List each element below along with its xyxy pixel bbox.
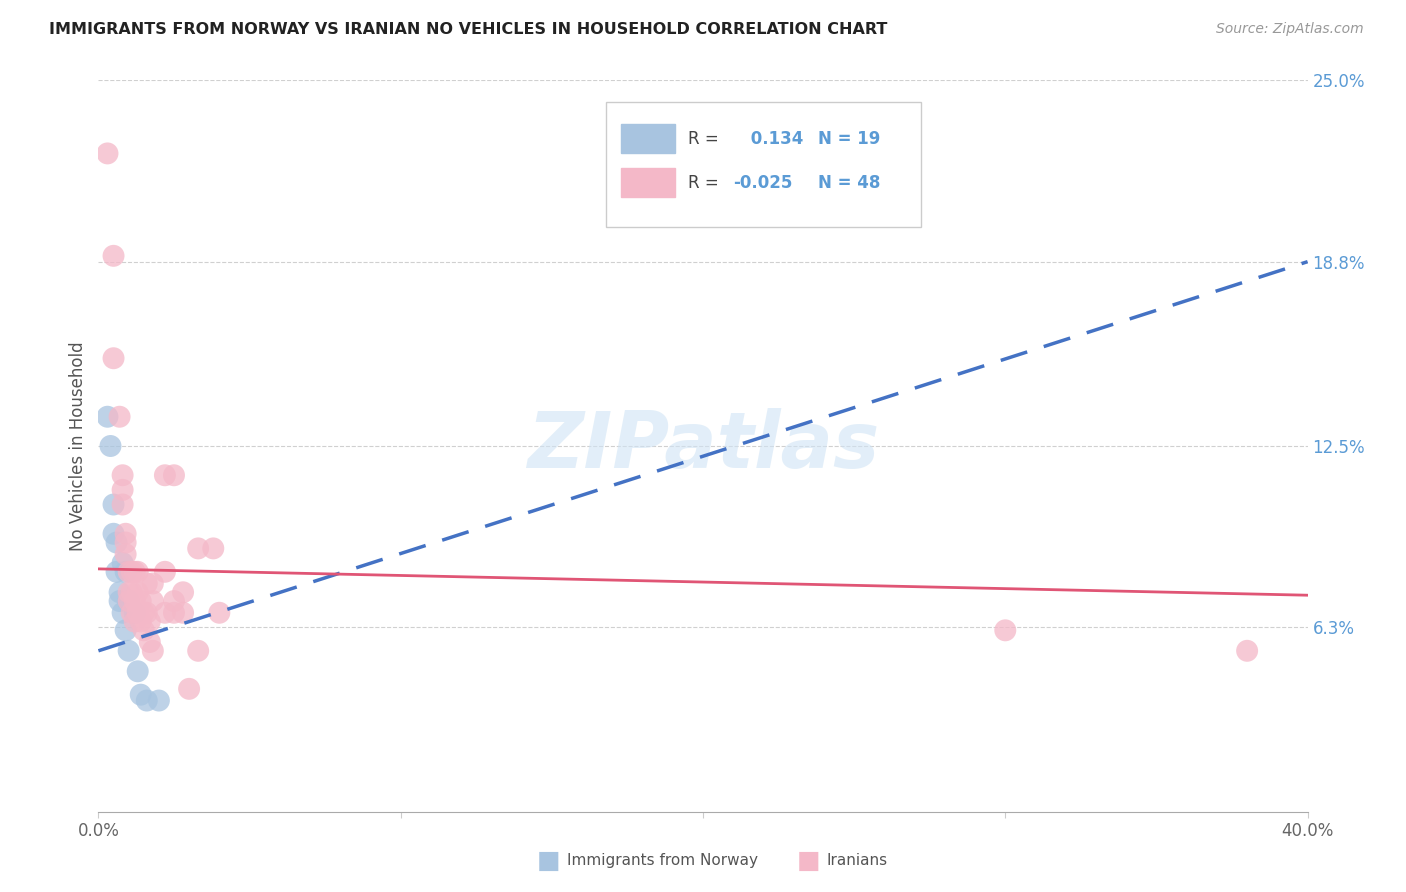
Point bbox=[114, 535, 136, 549]
Point bbox=[994, 624, 1017, 638]
Point bbox=[153, 606, 176, 620]
Bar bbox=[621, 124, 675, 153]
Text: N = 19: N = 19 bbox=[818, 130, 880, 148]
Point bbox=[135, 606, 157, 620]
Point bbox=[142, 644, 165, 658]
Point bbox=[124, 606, 146, 620]
Point bbox=[202, 541, 225, 556]
Point bbox=[96, 409, 118, 424]
Point bbox=[127, 585, 149, 599]
Point bbox=[118, 565, 141, 579]
Point bbox=[127, 606, 149, 620]
Point bbox=[111, 498, 134, 512]
Point bbox=[139, 635, 162, 649]
Point bbox=[103, 526, 125, 541]
Point bbox=[121, 606, 143, 620]
Point bbox=[118, 644, 141, 658]
Point bbox=[163, 594, 186, 608]
Point bbox=[118, 594, 141, 608]
Point bbox=[114, 547, 136, 561]
Point bbox=[103, 249, 125, 263]
Point bbox=[172, 585, 194, 599]
Text: R =: R = bbox=[689, 130, 720, 148]
FancyBboxPatch shape bbox=[606, 103, 921, 227]
Point bbox=[121, 585, 143, 599]
Point bbox=[111, 468, 134, 483]
Point bbox=[103, 498, 125, 512]
Point bbox=[127, 565, 149, 579]
Point bbox=[105, 565, 128, 579]
Point bbox=[129, 615, 152, 629]
Point bbox=[114, 565, 136, 579]
Point bbox=[114, 526, 136, 541]
Text: ZIPatlas: ZIPatlas bbox=[527, 408, 879, 484]
Bar bbox=[621, 168, 675, 197]
Text: ■: ■ bbox=[537, 849, 560, 872]
Point bbox=[1236, 644, 1258, 658]
Text: IMMIGRANTS FROM NORWAY VS IRANIAN NO VEHICLES IN HOUSEHOLD CORRELATION CHART: IMMIGRANTS FROM NORWAY VS IRANIAN NO VEH… bbox=[49, 22, 887, 37]
Point bbox=[142, 594, 165, 608]
Point bbox=[187, 644, 209, 658]
Point bbox=[153, 565, 176, 579]
Point bbox=[118, 585, 141, 599]
Point bbox=[105, 535, 128, 549]
Point bbox=[124, 594, 146, 608]
Point bbox=[96, 146, 118, 161]
Point bbox=[163, 606, 186, 620]
Point bbox=[135, 576, 157, 591]
Point bbox=[139, 615, 162, 629]
Point bbox=[121, 565, 143, 579]
Point bbox=[172, 606, 194, 620]
Point bbox=[132, 606, 155, 620]
Point bbox=[163, 468, 186, 483]
Text: Source: ZipAtlas.com: Source: ZipAtlas.com bbox=[1216, 22, 1364, 37]
Point bbox=[111, 556, 134, 570]
Point bbox=[153, 468, 176, 483]
Point bbox=[132, 624, 155, 638]
Point bbox=[208, 606, 231, 620]
Point bbox=[118, 594, 141, 608]
Text: Iranians: Iranians bbox=[827, 854, 887, 868]
Text: Immigrants from Norway: Immigrants from Norway bbox=[567, 854, 758, 868]
Point bbox=[103, 351, 125, 366]
Point bbox=[108, 594, 131, 608]
Point bbox=[127, 665, 149, 679]
Text: R =: R = bbox=[689, 174, 720, 192]
Text: -0.025: -0.025 bbox=[734, 174, 793, 192]
Y-axis label: No Vehicles in Household: No Vehicles in Household bbox=[69, 341, 87, 551]
Point bbox=[129, 688, 152, 702]
Point bbox=[187, 541, 209, 556]
Point bbox=[108, 409, 131, 424]
Point bbox=[111, 483, 134, 497]
Point bbox=[148, 693, 170, 707]
Text: N = 48: N = 48 bbox=[818, 174, 880, 192]
Point bbox=[135, 693, 157, 707]
Point bbox=[142, 576, 165, 591]
Point bbox=[179, 681, 201, 696]
Point bbox=[114, 624, 136, 638]
Point bbox=[124, 565, 146, 579]
Point bbox=[124, 615, 146, 629]
Point bbox=[100, 439, 122, 453]
Point bbox=[129, 594, 152, 608]
Text: 0.134: 0.134 bbox=[745, 130, 804, 148]
Point bbox=[111, 606, 134, 620]
Point bbox=[108, 585, 131, 599]
Text: ■: ■ bbox=[797, 849, 820, 872]
